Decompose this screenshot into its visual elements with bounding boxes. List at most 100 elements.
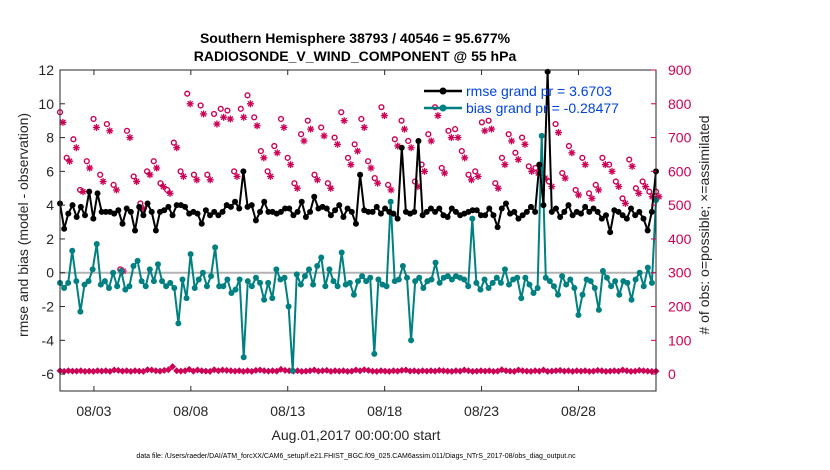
- obs-count-marker: [319, 367, 327, 375]
- bias-point: [195, 276, 202, 283]
- obs-possible-point: [364, 158, 372, 165]
- obs-assimilated-point: [206, 176, 214, 184]
- rmse-point: [119, 220, 126, 227]
- obs-assimilated-point: [427, 137, 435, 145]
- legend-rmse-marker: [439, 87, 447, 95]
- rmse-point: [165, 203, 172, 210]
- obs-count-marker: [281, 366, 289, 374]
- bias-point: [567, 276, 574, 283]
- rmse-point: [569, 212, 576, 219]
- obs-possible-point: [324, 180, 331, 187]
- bias-point: [436, 279, 443, 286]
- rmse-point: [98, 208, 105, 215]
- rmse-point: [94, 190, 101, 197]
- obs-possible-point: [311, 171, 318, 178]
- obs-asterisk-stroke: [100, 178, 107, 185]
- obs-possible-point: [224, 107, 231, 114]
- footer-data-file: data file: /Users/raeder/DAI/ATM_forcXX/…: [136, 453, 576, 460]
- bias-point: [154, 261, 161, 268]
- bias-point: [257, 279, 264, 286]
- obs-asterisk-stroke: [448, 134, 455, 141]
- obs-count-marker: [602, 367, 610, 375]
- obs-asterisk-stroke: [220, 114, 227, 121]
- rmse-point: [377, 210, 384, 217]
- obs-assimilated-point: [333, 140, 341, 148]
- obs-possible-point: [150, 158, 157, 165]
- bias-point: [322, 283, 329, 290]
- obs-count-marker: [169, 363, 177, 371]
- obs-asterisk-stroke: [200, 110, 207, 117]
- rmse-point: [219, 208, 226, 215]
- obs-count-marker: [452, 367, 460, 375]
- obs-asterisk-stroke: [361, 124, 368, 131]
- obs-count-marker: [477, 367, 485, 375]
- obs-possible-point: [619, 195, 626, 202]
- rmse-point: [486, 205, 493, 212]
- obs-possible-point: [190, 171, 198, 178]
- rmse-point: [552, 205, 559, 212]
- obs-possible-point: [257, 147, 264, 155]
- obs-assimilated-point: [400, 125, 408, 133]
- x-tick-label: 08/23: [464, 403, 499, 419]
- obs-count-marker: [427, 367, 435, 375]
- rmse-point: [382, 205, 389, 212]
- rmse-point: [419, 212, 426, 219]
- bias-point: [114, 283, 121, 290]
- obs-assimilated-point: [380, 112, 388, 120]
- y-tick-label: -6: [42, 366, 55, 382]
- plot-background: [60, 70, 656, 391]
- obs-possible-point: [264, 168, 271, 175]
- obs-possible-point: [318, 124, 325, 131]
- obs-count-marker: [264, 367, 272, 375]
- rmse-point: [594, 208, 601, 215]
- rmse-point: [532, 208, 539, 215]
- obs-count-marker: [152, 367, 160, 375]
- bias-point: [416, 274, 423, 281]
- obs-asterisk-stroke: [428, 137, 435, 144]
- obs-assimilated-point: [320, 132, 328, 140]
- obs-assimilated-point: [327, 184, 335, 192]
- bias-point: [146, 266, 153, 273]
- obs-count-marker: [110, 366, 118, 374]
- bias-point: [628, 296, 635, 303]
- bias-point: [501, 266, 508, 273]
- legend-bias-marker: [439, 104, 447, 112]
- obs-possible-point: [592, 181, 599, 188]
- obs-assimilated-point: [461, 154, 469, 162]
- rmse-point: [227, 203, 234, 210]
- obs-asterisk-stroke: [602, 161, 609, 168]
- bias-point: [534, 284, 541, 291]
- obs-possible-point: [452, 126, 459, 133]
- obs-assimilated-point: [374, 179, 382, 187]
- rmse-point: [477, 212, 484, 219]
- bias-point: [326, 266, 333, 273]
- obs-assimilated-point: [307, 125, 315, 133]
- obs-asterisk-stroke: [93, 124, 100, 131]
- obs-count-marker: [73, 367, 81, 375]
- bias-point: [187, 251, 194, 258]
- bias-point: [571, 284, 578, 291]
- obs-asterisk-stroke: [461, 154, 468, 161]
- obs-assimilated-point: [280, 123, 288, 131]
- obs-count-marker: [98, 367, 106, 375]
- bias-point: [334, 283, 341, 290]
- rmse-point: [411, 208, 418, 215]
- obs-possible-point: [217, 105, 224, 112]
- obs-asterisk-stroke: [113, 186, 120, 193]
- obs-possible-point: [103, 120, 110, 128]
- bias-point: [522, 274, 529, 281]
- obs-assimilated-point: [441, 169, 449, 177]
- obs-assimilated-point: [554, 129, 562, 137]
- bias-point: [142, 283, 149, 290]
- bias-point: [175, 320, 182, 327]
- bias-point: [395, 276, 402, 283]
- rmse-point: [436, 205, 443, 212]
- obs-count-marker: [227, 367, 235, 375]
- obs-count-marker: [314, 367, 322, 375]
- bias-point: [530, 290, 537, 297]
- bias-point: [542, 274, 549, 281]
- rmse-point: [161, 207, 168, 214]
- obs-possible-point: [572, 186, 579, 194]
- obs-count-marker: [369, 367, 377, 375]
- obs-asterisk-stroke: [615, 183, 622, 190]
